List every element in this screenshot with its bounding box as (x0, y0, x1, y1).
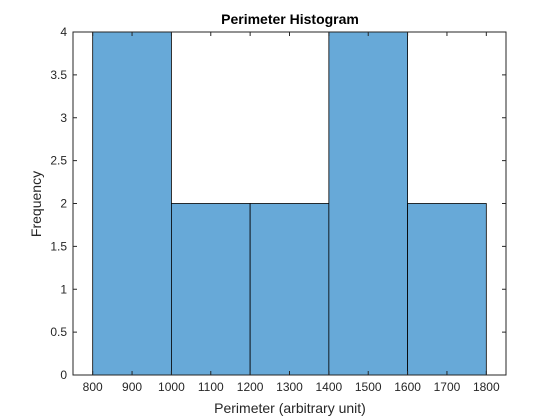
histogram-bar-1600-1800 (407, 203, 487, 376)
x-tick-label: 1600 (394, 380, 421, 394)
x-axis-label: Perimeter (arbitrary unit) (214, 400, 366, 416)
y-tick-label: 3.5 (50, 68, 67, 82)
histogram-bar-1400-1600 (328, 31, 408, 376)
x-tick-label: 1200 (237, 380, 264, 394)
y-tick-label: 1.5 (50, 239, 67, 253)
histogram-bar-1200-1400 (249, 203, 330, 376)
y-axis-ticks: 0 0.5 1 1.5 2 2.5 3 3.5 4 (50, 25, 506, 382)
y-tick-label: 0 (60, 368, 67, 382)
x-tick-label: 900 (122, 380, 142, 394)
y-axis-label: Frequency (28, 171, 44, 237)
x-tick-label: 1500 (355, 380, 382, 394)
y-tick-label: 2.5 (50, 154, 67, 168)
x-tick-label: 1000 (158, 380, 185, 394)
x-tick-label: 1100 (198, 380, 224, 394)
y-tick-label: 2 (60, 197, 67, 211)
x-axis-ticks: 800 900 1000 1100 1200 1300 1400 1500 1600 1700 18… (83, 32, 500, 394)
x-tick-label: 1400 (316, 380, 343, 394)
y-tick-label: 4 (60, 25, 67, 39)
y-tick-label: 3 (60, 111, 67, 125)
histogram-bar-1000-1200 (171, 203, 251, 376)
y-tick-label: 0.5 (50, 325, 67, 339)
histogram-bars (92, 31, 487, 376)
x-tick-label: 1700 (434, 380, 461, 394)
x-tick-label: 1300 (276, 380, 303, 394)
x-tick-label: 1800 (473, 380, 500, 394)
y-tick-label: 1 (60, 282, 67, 296)
histogram-bar-800-1000 (92, 31, 172, 376)
chart-title: Perimeter Histogram (221, 11, 359, 27)
x-tick-label: 800 (83, 380, 103, 394)
